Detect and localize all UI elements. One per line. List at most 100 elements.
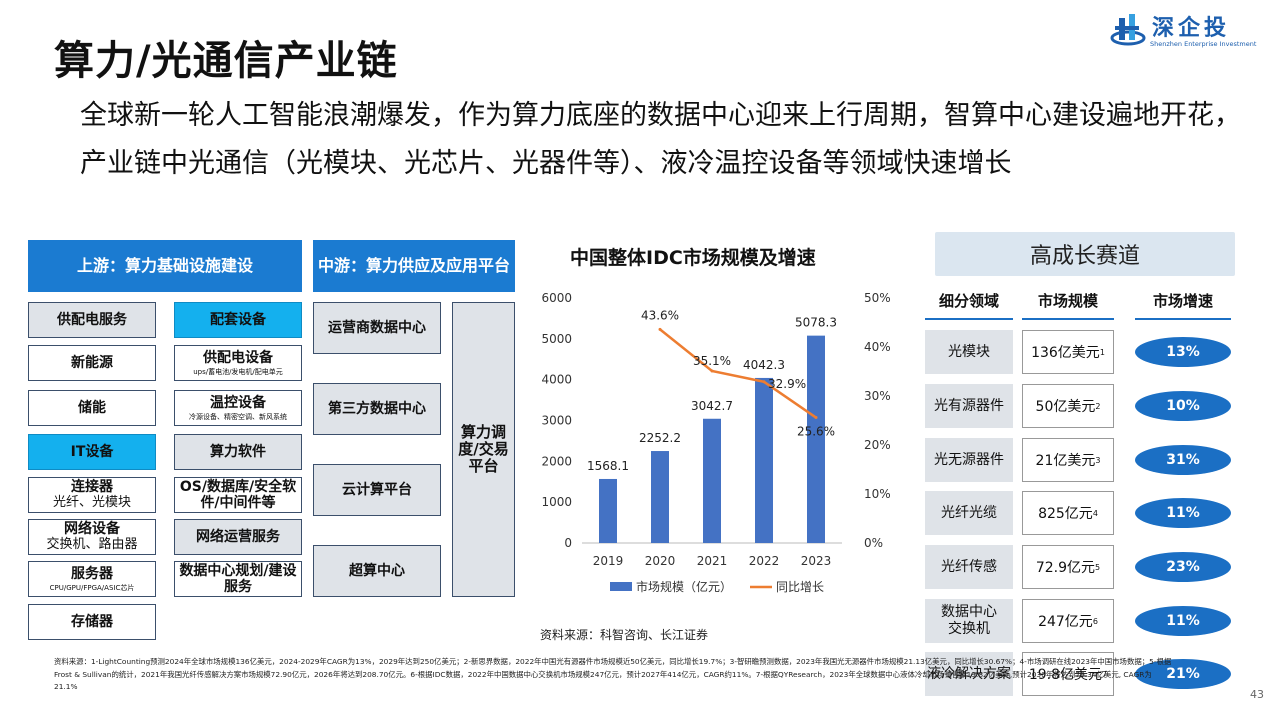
size-note: 2: [1095, 401, 1101, 411]
size-note: 6: [1092, 616, 1098, 626]
logo-english: Shenzhen Enterprise Investment: [1150, 40, 1257, 48]
upstream-header: 上游：算力基础设施建设: [28, 240, 302, 292]
segment-cell: 光模块: [925, 330, 1013, 374]
y2-tick-label: 40%: [864, 340, 891, 354]
item-small: CPU/GPU/FPGA/ASIC芯片: [49, 584, 135, 593]
segment-cell: 光有源器件: [925, 384, 1013, 428]
x-tick-label: 2023: [801, 554, 832, 568]
legend-bar-swatch: [610, 582, 632, 591]
y2-tick-label: 30%: [864, 389, 891, 403]
size-note: 3: [1095, 455, 1101, 465]
upstream-item: 网络运营服务: [174, 519, 302, 555]
midstream-item: 运营商数据中心: [313, 302, 441, 354]
upstream-item: 储能: [28, 390, 156, 426]
item-small: 冷源设备、精密空调、新风系统: [189, 413, 287, 422]
size-cell: 136亿美元 1: [1022, 330, 1114, 374]
bar-value-label: 1568.1: [587, 459, 629, 473]
bar-value-label: 5078.3: [795, 316, 837, 330]
y-tick-label: 3000: [541, 414, 572, 428]
growth-point: [762, 380, 766, 384]
bar-value-label: 3042.7: [691, 399, 733, 413]
growth-badge: 13%: [1135, 337, 1231, 367]
segment-cell: 光纤传感: [925, 545, 1013, 589]
growth-badge: 23%: [1135, 552, 1231, 582]
segment-cell: 光纤光缆: [925, 491, 1013, 535]
growth-value-label: 35.1%: [693, 354, 731, 368]
growth-badge: 11%: [1135, 606, 1231, 636]
logo-mark-icon: [1110, 14, 1146, 46]
upstream-item: 供配电设备 ups/蓄电池/发电机/配电单元: [174, 345, 302, 381]
size-value: 21亿美元: [1035, 453, 1096, 469]
item-label: 温控设备: [210, 394, 266, 411]
size-note: 7: [1102, 669, 1108, 679]
y-tick-label: 0: [564, 536, 572, 550]
growth-line: [659, 328, 817, 419]
size-cell: 19.8亿美元 7: [1022, 652, 1114, 696]
high-growth-title: 高成长赛道: [935, 232, 1235, 276]
bar: [755, 377, 773, 543]
growth-point: [814, 416, 818, 420]
legend-line-label: 同比增长: [776, 580, 824, 594]
y-tick-label: 4000: [541, 373, 572, 387]
y-tick-label: 5000: [541, 332, 572, 346]
growth-badge: 11%: [1135, 498, 1231, 528]
bar: [703, 418, 721, 543]
upstream-item: 供配电服务: [28, 302, 156, 338]
size-cell: 50亿美元 2: [1022, 384, 1114, 428]
upstream-item: IT设备: [28, 434, 156, 470]
upstream-item: 算力软件: [174, 434, 302, 470]
legend-bar-label: 市场规模（亿元）: [636, 579, 732, 594]
x-tick-label: 2021: [697, 554, 728, 568]
size-note: 5: [1095, 562, 1101, 572]
item-sub: 光纤、光模块: [52, 494, 131, 510]
size-value: 247亿元: [1038, 614, 1093, 630]
x-tick-label: 2022: [749, 554, 780, 568]
chart-title: 中国整体IDC市场规模及增速: [570, 247, 816, 269]
midstream-header: 中游：算力供应及应用平台: [313, 240, 515, 292]
size-value: 50亿美元: [1035, 399, 1096, 415]
y-tick-label: 2000: [541, 454, 572, 468]
company-logo: 深企投 Shenzhen Enterprise Investment: [1110, 10, 1256, 52]
bar: [651, 451, 669, 543]
growth-point: [710, 369, 714, 373]
idc-chart: 0 1000 2000 3000 4000 5000 6000 0% 10% 20% 30% 40% 5…: [541, 291, 891, 594]
upstream-item: 配套设备: [174, 302, 302, 338]
item-sub: 交换机、路由器: [46, 536, 138, 552]
item-label: 服务器: [71, 565, 113, 582]
y2-tick-label: 10%: [864, 487, 891, 501]
size-note: 4: [1092, 508, 1098, 518]
size-cell: 825亿元 4: [1022, 491, 1114, 535]
size-value: 136亿美元: [1031, 345, 1100, 361]
growth-point: [658, 327, 662, 331]
x-tick-label: 2020: [645, 554, 676, 568]
x-tick-label: 2019: [593, 554, 624, 568]
segment-cell: 数据中心交换机: [925, 599, 1013, 643]
bar-value-label: 4042.3: [743, 358, 785, 372]
y2-tick-label: 20%: [864, 438, 891, 452]
upstream-item: OS/数据库/安全软件/中间件等: [174, 477, 302, 513]
size-cell: 72.9亿元 5: [1022, 545, 1114, 589]
growth-badge: 10%: [1135, 391, 1231, 421]
size-value: 825亿元: [1038, 506, 1093, 522]
item-label: 供配电设备: [203, 349, 273, 366]
growth-value-label: 25.6%: [797, 425, 835, 439]
growth-value-label: 43.6%: [641, 308, 679, 322]
chart-source: 资料来源：科智咨询、长江证券: [540, 628, 709, 642]
upstream-item: 服务器 CPU/GPU/FPGA/ASIC芯片: [28, 561, 156, 597]
col-underline: [925, 318, 1013, 320]
midstream-item: 第三方数据中心: [313, 383, 441, 435]
size-value: 19.8亿美元: [1028, 667, 1103, 683]
size-cell: 247亿元 6: [1022, 599, 1114, 643]
bar: [599, 478, 617, 543]
growth-badge: 21%: [1135, 659, 1231, 689]
segment-cell: 光无源器件: [925, 438, 1013, 482]
page-number: 43: [1250, 688, 1264, 701]
logo-name: 深企投: [1152, 15, 1231, 41]
item-small: ups/蓄电池/发电机/配电单元: [193, 368, 283, 377]
size-cell: 21亿美元 3: [1022, 438, 1114, 482]
item-label: 连接器: [71, 479, 113, 496]
page-title: 算力/光通信产业链: [54, 38, 398, 84]
y-tick-label: 1000: [541, 495, 572, 509]
midstream-item: 云计算平台: [313, 464, 441, 516]
bar: [807, 335, 825, 543]
